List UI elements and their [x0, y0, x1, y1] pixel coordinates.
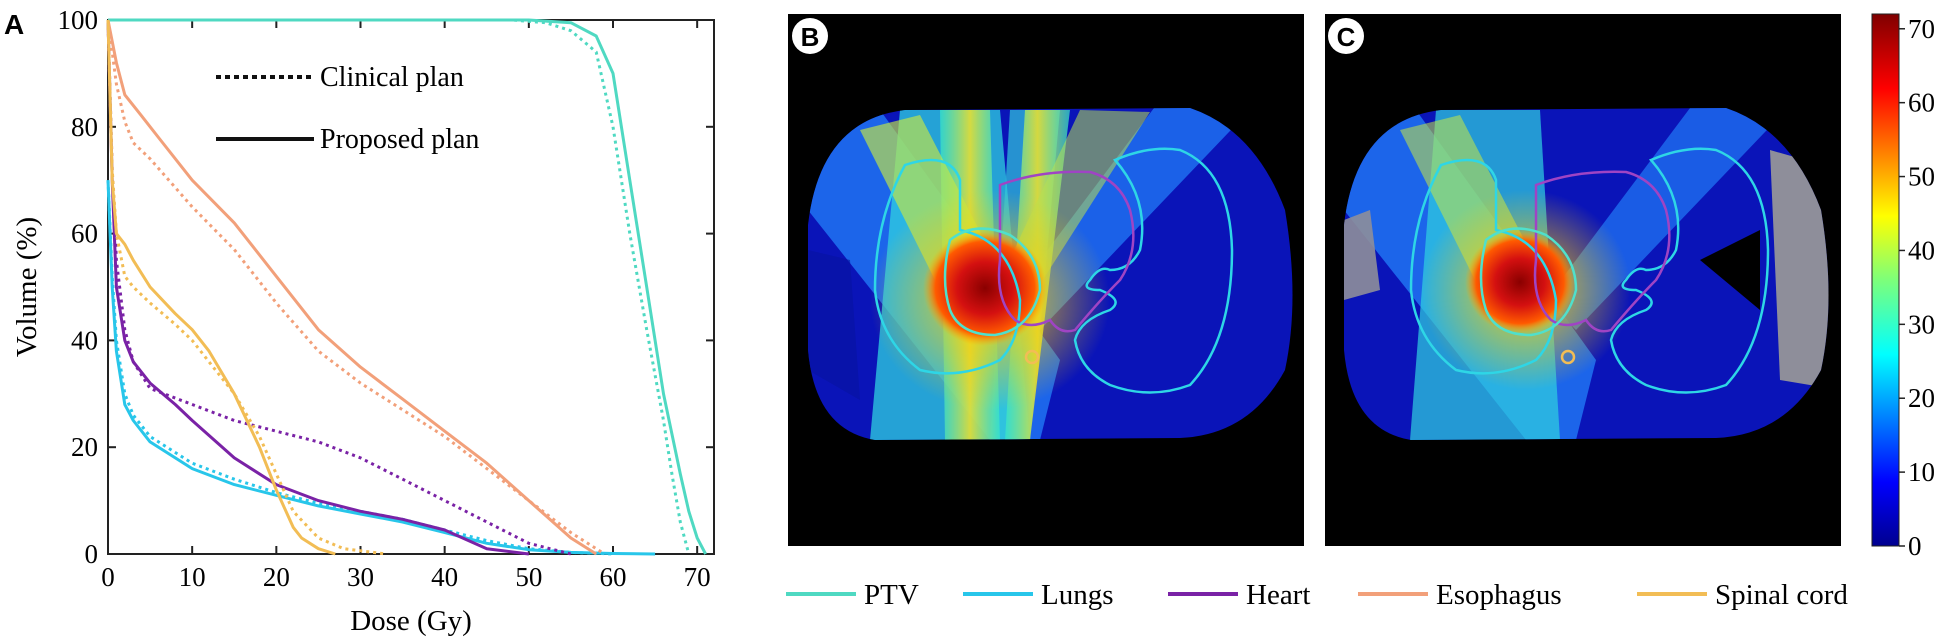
colorbar-tick-label: 30	[1908, 309, 1935, 339]
contours-c	[1409, 147, 1770, 394]
x-tick-label: 0	[101, 562, 115, 592]
legend-proposed-label: Proposed plan	[320, 124, 479, 155]
legend-label-heart: Heart	[1246, 579, 1310, 611]
structure-legend: PTV Lungs Heart Esophagus Spinal cord	[786, 579, 1848, 611]
heart-clinical-curve	[106, 19, 572, 556]
colorbar-tick-label: 50	[1908, 162, 1935, 192]
panel-c-label: C	[1337, 22, 1356, 52]
esophagus-proposed-curve	[106, 19, 598, 556]
colorbar-tick-label: 10	[1908, 457, 1935, 487]
x-tick-label: 60	[600, 562, 627, 592]
x-tick-label: 70	[684, 562, 711, 592]
colorbar-tick-label: 60	[1908, 88, 1935, 118]
colorbar-tick-label: 20	[1908, 383, 1935, 413]
legend-clinical-label: Clinical plan	[320, 62, 464, 93]
heart-contour-b	[997, 170, 1135, 333]
spinal-cord-contour-b	[1024, 349, 1040, 365]
x-tick-label: 50	[515, 562, 542, 592]
x-axis-title: Dose (Gy)	[350, 605, 472, 637]
colorbar-tick-label: 70	[1908, 14, 1935, 44]
colorbar-ticks: 0 10 20 30 40 50 60 70	[1899, 14, 1935, 561]
lung-contour-left-c	[1609, 147, 1770, 394]
y-tick-label: 0	[85, 539, 99, 569]
y-tick-label: 60	[71, 219, 98, 249]
dvh-axis-ticks: 0 10 20 30 40 50 60 70 0 20 40 60 80 100	[58, 5, 714, 592]
lungs-clinical-curve	[106, 180, 614, 556]
dvh-plot-frame	[107, 19, 715, 555]
lung-contour-right-c	[1409, 158, 1558, 375]
y-tick-label: 40	[71, 325, 98, 355]
spinal-cord-proposed-curve	[106, 19, 336, 556]
colorbar-tick-label: 0	[1908, 531, 1922, 561]
ptv-contour-c	[1479, 227, 1578, 337]
panel-a-label: A	[4, 9, 24, 40]
dose-colorbar: 0 10 20 30 40 50 60 70	[1871, 13, 1935, 561]
x-tick-label: 30	[347, 562, 374, 592]
ptv-proposed-curve	[108, 18, 707, 555]
colorbar-tick-label: 40	[1908, 235, 1935, 265]
spinal-cord-clinical-curve	[106, 19, 386, 556]
dvh-curves	[106, 18, 707, 556]
contours-b	[873, 147, 1234, 394]
heart-contour-c	[1533, 170, 1671, 333]
panel-b-label: B	[801, 22, 820, 52]
x-tick-label: 40	[431, 562, 458, 592]
colorbar-gradient	[1871, 13, 1900, 547]
y-axis-title: Volume (%)	[11, 217, 43, 357]
y-tick-label: 80	[71, 112, 98, 142]
ptv-contour-b	[943, 227, 1042, 337]
legend-label-lungs: Lungs	[1041, 579, 1114, 611]
dose-wash-c	[1344, 108, 1829, 440]
dose-map-proposed: C	[1325, 14, 1841, 546]
y-tick-label: 100	[58, 5, 99, 35]
lungs-proposed-curve	[106, 180, 656, 556]
legend-label-esophagus: Esophagus	[1436, 579, 1562, 611]
y-tick-label: 20	[71, 432, 98, 462]
lung-contour-right-b	[873, 158, 1022, 375]
dvh-chart-panel: A 0 10 20 30 40 50 60 70 0 20 40 60 80 100 Clinical p…	[4, 5, 715, 637]
legend-label-spinal-cord: Spinal cord	[1715, 579, 1848, 611]
spinal-cord-contour-c	[1560, 349, 1576, 365]
x-tick-label: 20	[263, 562, 290, 592]
dvh-plan-legend: Clinical plan Proposed plan	[216, 62, 479, 155]
x-tick-label: 10	[179, 562, 206, 592]
esophagus-clinical-curve	[106, 19, 606, 556]
panel-b-badge	[792, 18, 828, 54]
panel-c-badge	[1328, 18, 1364, 54]
dose-wash-b	[808, 108, 1293, 440]
lung-contour-left-b	[1073, 147, 1234, 394]
dose-map-clinical: B	[788, 14, 1304, 546]
heart-proposed-curve	[106, 19, 529, 556]
legend-label-ptv: PTV	[864, 579, 919, 611]
